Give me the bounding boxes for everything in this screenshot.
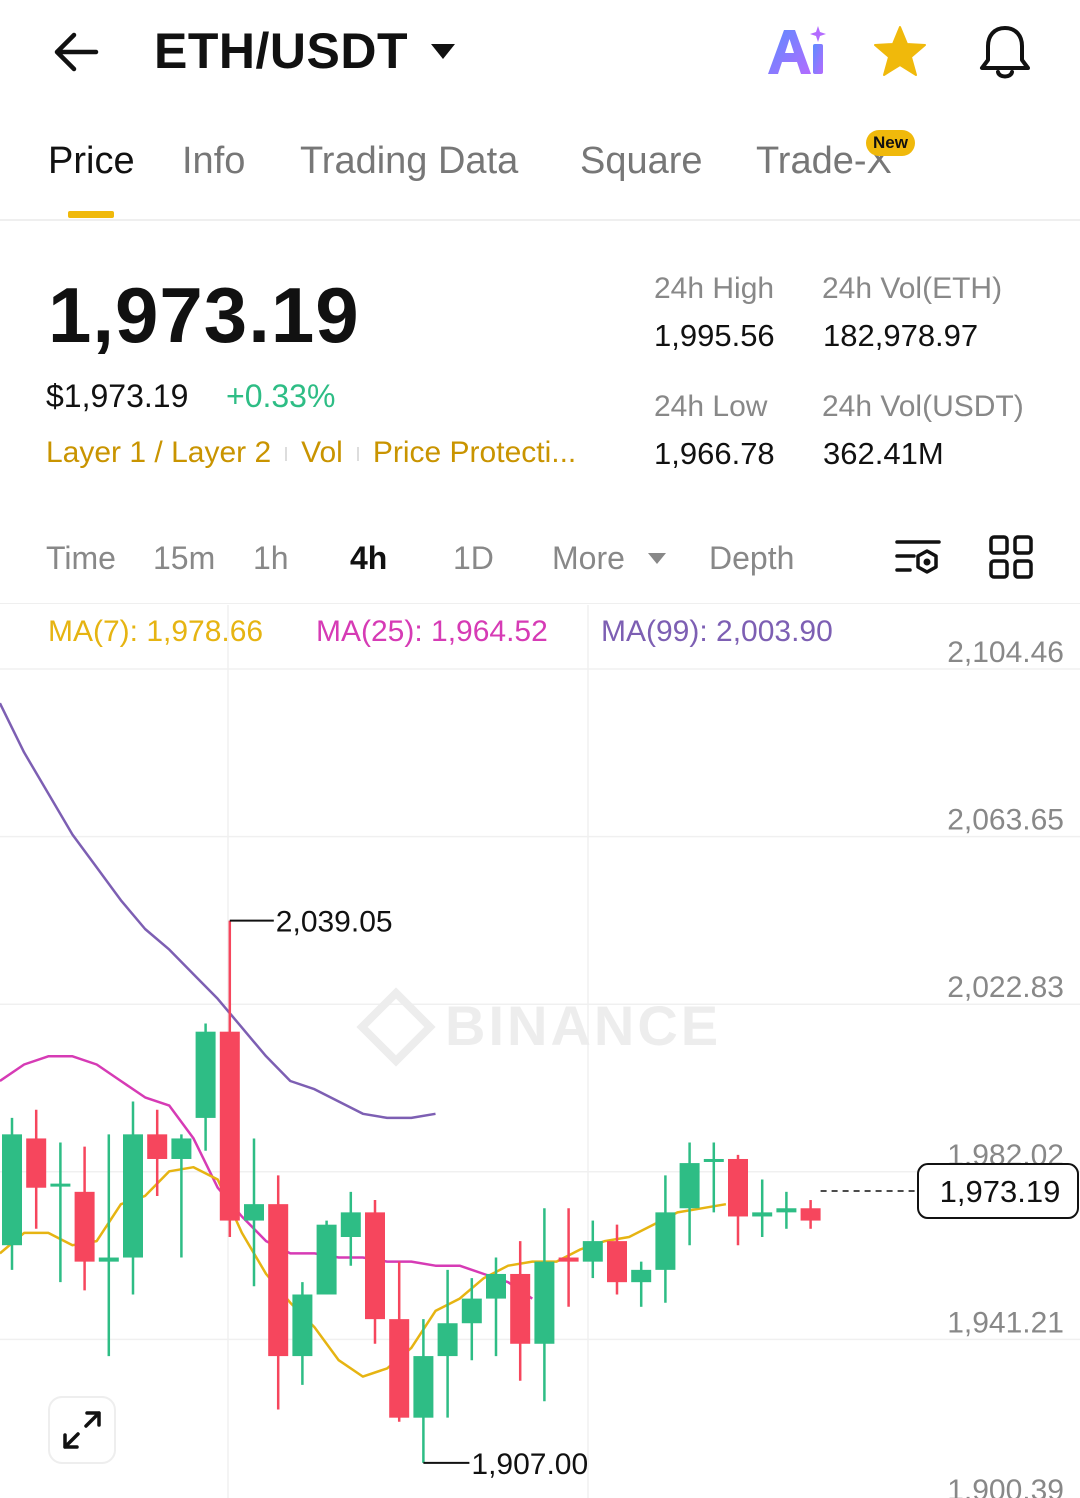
last-price-tag-label: 1,973.19: [940, 1174, 1061, 1209]
tab-price[interactable]: Price: [48, 140, 135, 182]
watermark-logo: [356, 987, 436, 1067]
tag-vol[interactable]: Vol: [301, 436, 343, 469]
timeframe-4h[interactable]: 4h: [350, 540, 388, 576]
candle-body: [510, 1273, 531, 1344]
candle-body: [2, 1134, 22, 1246]
candle-body: [74, 1191, 95, 1262]
tag-layer[interactable]: Layer 1 / Layer 2: [46, 436, 272, 469]
tabs-divider: [0, 219, 1080, 221]
candle-body: [268, 1204, 289, 1357]
ma99-legend: MA(99): 2,003.90: [601, 615, 833, 648]
bell-icon[interactable]: [976, 22, 1034, 82]
last-price: 1,973.19: [48, 271, 360, 359]
timeframe-15m[interactable]: 15m: [153, 540, 216, 576]
candle-body: [679, 1163, 700, 1209]
timeframe-depth[interactable]: Depth: [709, 540, 795, 576]
timeframe-time[interactable]: Time: [46, 540, 116, 576]
more-caret-icon[interactable]: [646, 550, 668, 566]
candle-body: [389, 1319, 410, 1418]
arrow-left-icon[interactable]: [48, 24, 104, 80]
candle-body: [316, 1224, 337, 1295]
pair-title[interactable]: ETH/USDT: [154, 23, 408, 79]
candle-body: [776, 1208, 797, 1213]
candle-body: [171, 1138, 192, 1159]
stat-vol-eth-value: 182,978.97: [823, 318, 979, 353]
tag-separator: [356, 447, 359, 462]
tab-trading-data[interactable]: Trading Data: [300, 140, 519, 182]
low-marker-label: 1,907.00: [471, 1448, 588, 1481]
ai-icon[interactable]: [764, 22, 830, 82]
tab-info[interactable]: Info: [182, 140, 246, 182]
y-axis-tick-label: 2,022.83: [947, 971, 1064, 1004]
tag-price-protection[interactable]: Price Protecti...: [372, 436, 577, 469]
candle-body: [582, 1241, 603, 1262]
usd-price: $1,973.19: [46, 378, 189, 414]
candle-body: [292, 1294, 313, 1357]
candle-body: [800, 1208, 821, 1221]
ma99-line: [0, 702, 436, 1120]
tab-square[interactable]: Square: [580, 140, 703, 182]
stat-vol-usdt-label: 24h Vol(USDT): [822, 390, 1024, 423]
candle-body: [728, 1158, 748, 1217]
candle-body: [340, 1212, 361, 1238]
candle-body: [195, 1031, 216, 1118]
timeframe-1d[interactable]: 1D: [453, 540, 494, 576]
new-badge: New: [866, 130, 915, 156]
chart-settings-icon[interactable]: [894, 536, 942, 580]
timeframe-more[interactable]: More: [552, 540, 625, 576]
ma7-legend: MA(7): 1,978.66: [48, 615, 264, 648]
candle-body: [461, 1298, 482, 1324]
candle-body: [413, 1356, 434, 1418]
candle-body: [147, 1134, 168, 1159]
high-marker-label: 2,039.05: [276, 906, 393, 939]
timeframe-1h[interactable]: 1h: [253, 540, 289, 576]
tag-separator: [285, 447, 288, 462]
ma7-line: [0, 1165, 727, 1378]
candle-body: [244, 1204, 264, 1221]
candle-body: [50, 1183, 71, 1187]
star-icon[interactable]: [872, 24, 928, 80]
candle-body: [123, 1134, 143, 1258]
chart-top-divider: [0, 603, 1080, 604]
expand-icon: [63, 1411, 101, 1449]
candle-body: [752, 1212, 773, 1217]
candlestick-chart[interactable]: BINANCE2,104.462,063.652,022.831,982.021…: [0, 605, 1080, 1498]
candle-body: [26, 1138, 47, 1188]
candle-body: [703, 1158, 724, 1162]
ma25-line: [0, 1055, 534, 1300]
candle-body: [365, 1212, 385, 1320]
caret-down-icon[interactable]: [428, 40, 458, 62]
y-axis-tick-label: 1,941.21: [947, 1306, 1064, 1339]
stat-high-value: 1,995.56: [654, 318, 775, 353]
expand-button[interactable]: [48, 1396, 116, 1464]
candle-body: [98, 1257, 119, 1262]
candle-body: [534, 1261, 555, 1344]
candle-body: [486, 1273, 506, 1299]
stat-low-label: 24h Low: [654, 390, 768, 423]
stat-vol-eth-label: 24h Vol(ETH): [822, 272, 1003, 305]
candle-body: [219, 1031, 240, 1221]
grid-layout-icon[interactable]: [988, 534, 1034, 580]
candle-body: [655, 1212, 676, 1270]
tag-row: Layer 1 / Layer 2 Vol Price Protecti...: [46, 436, 576, 470]
price-change-percent: +0.33%: [226, 378, 336, 414]
ma25-legend: MA(25): 1,964.52: [316, 615, 548, 648]
candle-body: [558, 1257, 579, 1262]
y-axis-tick-label: 2,063.65: [947, 804, 1064, 837]
watermark: BINANCE: [445, 994, 721, 1057]
stat-low-value: 1,966.78: [654, 436, 775, 471]
y-axis-tick-label: 2,104.46: [947, 636, 1064, 669]
top-bar: ETH/USDT: [0, 0, 1080, 110]
last-price-tag: [917, 1163, 1079, 1220]
candle-body: [631, 1269, 652, 1283]
y-axis-tick-label: 1,900.39: [947, 1474, 1064, 1498]
active-tab-indicator: [68, 211, 114, 218]
candle-body: [607, 1241, 627, 1283]
stat-vol-usdt-value: 362.41M: [823, 436, 944, 471]
stat-high-label: 24h High: [654, 272, 775, 305]
candle-body: [437, 1323, 458, 1357]
